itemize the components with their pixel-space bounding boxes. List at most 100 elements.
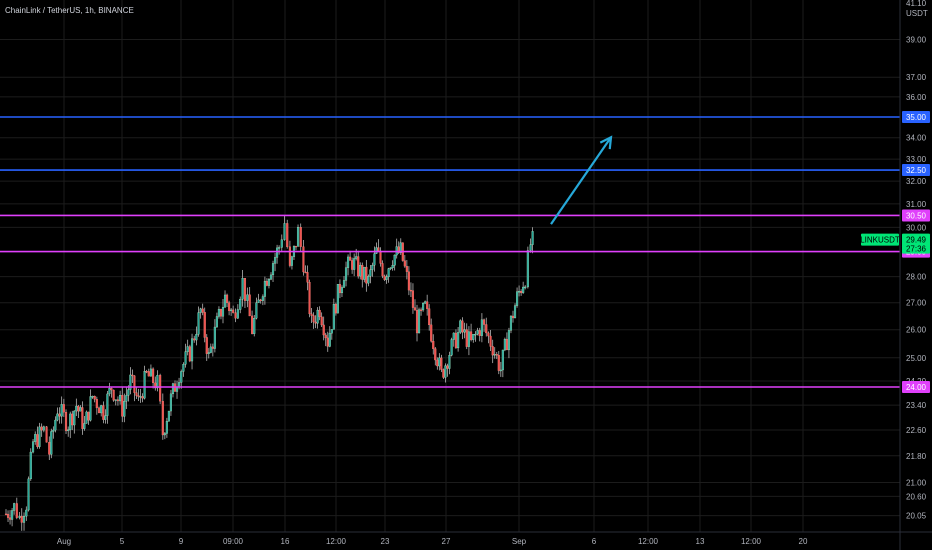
candle <box>167 410 170 422</box>
candle <box>389 267 392 270</box>
price-tick-label: 22.60 <box>906 426 927 435</box>
candle <box>409 289 412 292</box>
time-tick-label: 27 <box>442 537 451 546</box>
candle <box>342 280 346 288</box>
candle <box>347 256 350 268</box>
candle <box>67 429 70 432</box>
candle <box>286 223 289 247</box>
candle <box>391 265 394 269</box>
candle <box>485 324 488 334</box>
last-price-countdown: 27:36 <box>906 245 927 254</box>
candle <box>426 301 429 309</box>
candle <box>100 405 103 414</box>
candle <box>29 451 32 480</box>
last-price-badge <box>902 233 930 254</box>
price-tick-label: 32.00 <box>906 177 927 186</box>
candle <box>121 395 124 417</box>
time-tick-label: 13 <box>696 537 705 546</box>
candle <box>34 434 37 442</box>
candle <box>75 405 78 412</box>
price-tick-label: 25.00 <box>906 354 927 363</box>
candle <box>234 312 237 319</box>
candle <box>18 516 21 518</box>
candle <box>230 309 233 312</box>
candle <box>299 227 302 247</box>
candle <box>288 246 291 266</box>
candle <box>524 286 527 289</box>
time-tick-label: 09:00 <box>223 537 244 546</box>
candle <box>314 321 317 324</box>
candle <box>363 266 366 280</box>
candle <box>489 335 492 347</box>
candle <box>56 413 59 421</box>
candle <box>223 294 227 308</box>
price-tick-label: 41.10 <box>906 0 927 8</box>
arrow-head <box>599 135 613 150</box>
candle <box>522 286 525 293</box>
candle <box>246 294 249 301</box>
level-badge <box>902 164 930 177</box>
candle <box>483 319 486 325</box>
price-tick-label: 33.00 <box>906 155 927 164</box>
candle <box>221 307 225 317</box>
candle <box>454 332 457 349</box>
time-tick-label: 12:00 <box>741 537 762 546</box>
candle <box>306 272 309 283</box>
candle <box>438 357 441 367</box>
candle <box>143 371 146 399</box>
candle <box>232 309 235 313</box>
candle <box>91 395 94 398</box>
candle <box>280 239 283 248</box>
candle <box>188 346 191 362</box>
symbol-badge-label: LINKUSDT <box>860 236 900 245</box>
candle <box>296 227 300 247</box>
candle <box>207 352 210 354</box>
candle <box>467 331 470 347</box>
horizontal-levels[interactable] <box>0 116 900 388</box>
candle <box>493 354 496 356</box>
candle <box>338 284 341 294</box>
candle <box>265 280 268 286</box>
candle <box>145 371 148 373</box>
candle <box>125 395 128 402</box>
candle <box>516 291 519 306</box>
price-tick-label: 20.60 <box>906 492 927 501</box>
candle <box>141 396 144 399</box>
time-axis[interactable]: Aug 5 9 09:00 16 12:00 23 27 Sep 6 12:00 13 12:00 20 <box>0 531 932 546</box>
candle <box>169 393 172 412</box>
projection-arrow[interactable] <box>550 135 613 225</box>
candle <box>259 299 262 302</box>
last-price-value: 29.49 <box>906 236 927 245</box>
candle <box>25 509 28 517</box>
arrow-shaft <box>550 136 612 225</box>
candle <box>50 431 53 455</box>
candle <box>217 309 220 317</box>
candle <box>470 331 473 340</box>
candle <box>77 405 80 412</box>
candle <box>377 247 380 252</box>
candle <box>487 332 490 337</box>
candle <box>54 419 57 431</box>
candle <box>369 269 372 277</box>
candle <box>4 513 8 516</box>
candle <box>11 510 14 520</box>
candle <box>27 478 30 511</box>
candle <box>62 404 65 413</box>
candle <box>448 355 451 369</box>
candle <box>278 247 281 249</box>
chart-title: ChainLink / TetherUS, 1h, BINANCE <box>5 6 134 15</box>
candle <box>344 267 348 281</box>
candle <box>531 231 534 245</box>
candle <box>442 369 445 378</box>
candle <box>89 396 92 421</box>
time-tick-label: 20 <box>799 537 808 546</box>
candle <box>340 287 344 294</box>
candles <box>4 216 534 531</box>
candle <box>201 308 204 313</box>
candle <box>478 330 481 336</box>
candle <box>267 279 271 286</box>
candle <box>263 280 266 297</box>
candle <box>367 276 370 284</box>
candle <box>411 290 415 308</box>
